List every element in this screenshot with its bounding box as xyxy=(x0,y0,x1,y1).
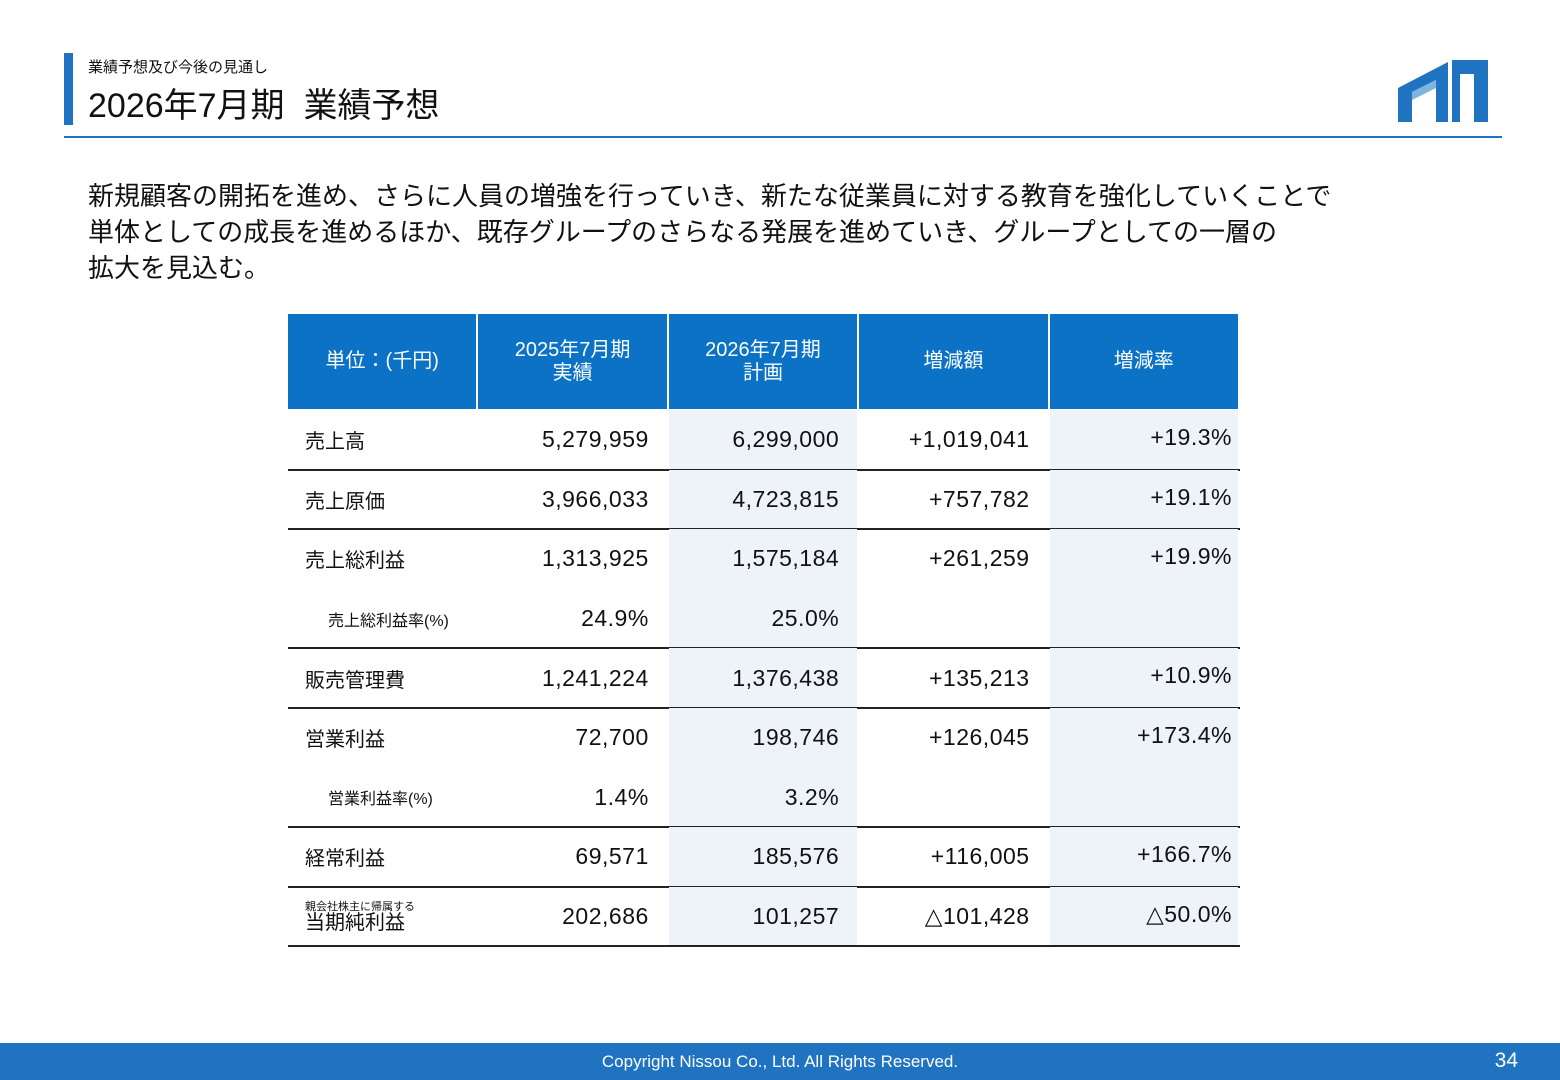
row-label-text: 営業利益 xyxy=(305,729,385,752)
value-cell: 1,241,224 xyxy=(541,664,649,691)
value-cell: 5,279,959 xyxy=(541,426,649,453)
row-note: 親会社株主に帰属する xyxy=(305,900,415,913)
header-text: 計画 xyxy=(742,361,783,384)
accent-bar xyxy=(64,53,73,125)
value-cell: 1,313,925 xyxy=(541,545,649,572)
value-cell: 3,966,033 xyxy=(541,485,649,512)
header-text: 実績 xyxy=(552,361,593,384)
row-label-text: 経常利益 xyxy=(305,848,385,871)
row-label-text: 当期純利益 xyxy=(305,911,405,934)
row-label: 親会社株主に帰属する 当期純利益 xyxy=(288,887,478,947)
value-cell: 198,746 xyxy=(668,708,858,768)
footer: Copyright Nissou Co., Ltd. All Rights Re… xyxy=(0,1043,1560,1080)
row-label: 売上総利益 xyxy=(288,529,478,589)
logo xyxy=(1398,60,1488,122)
row-label: 売上高 xyxy=(288,410,478,470)
value-cell: +19.9% xyxy=(1049,529,1238,589)
value-cell: +173.4% xyxy=(1049,708,1238,768)
value-cell: 6,299,000 xyxy=(668,410,858,470)
empty-cell xyxy=(859,589,1047,649)
empty-cell xyxy=(1049,767,1238,828)
value-cell: 1,575,184 xyxy=(668,529,858,589)
row-label-text: 売上総利益 xyxy=(305,550,405,573)
body-line: 新規顧客の開拓を進め、さらに人員の増強を行っていき、新たな従業員に対する教育を強… xyxy=(88,181,1332,211)
row-label: 経常利益 xyxy=(288,827,478,887)
header-text: 2025年7月期 xyxy=(514,338,631,361)
row-label-text: 売上総利益率(%) xyxy=(328,612,449,630)
value-cell: 24.9% xyxy=(581,605,649,632)
value-cell: 185,576 xyxy=(668,827,858,887)
row-label: 営業利益率(%) xyxy=(288,768,478,828)
subtitle: 業績予想及び今後の見通し xyxy=(88,59,269,76)
row-label-text: 売上原価 xyxy=(305,490,385,513)
row-label: 売上原価 xyxy=(288,470,478,530)
body-line: 拡大を見込む。 xyxy=(88,253,271,283)
row-label: 営業利益 xyxy=(288,708,478,768)
header-cell: 増減率 xyxy=(1049,314,1238,409)
empty-cell xyxy=(859,768,1047,828)
value-cell: △50.0% xyxy=(1049,886,1238,947)
body-text: 新規顧客の開拓を進め、さらに人員の増強を行っていき、新たな従業員に対する教育を強… xyxy=(88,178,1331,286)
row-label-text: 販売管理費 xyxy=(305,669,405,692)
row-label-text: 営業利益率(%) xyxy=(328,791,433,809)
value-cell: 3.2% xyxy=(668,767,858,828)
header-rule xyxy=(64,136,1502,138)
page-number: 34 xyxy=(1494,1049,1518,1072)
value-cell: 4,723,815 xyxy=(668,469,858,530)
value-cell: 101,257 xyxy=(668,886,858,947)
row-label-text: 売上高 xyxy=(305,431,365,454)
row-label: 売上総利益率(%) xyxy=(288,589,478,649)
value-cell: 69,571 xyxy=(575,843,649,870)
row-label: 販売管理費 xyxy=(288,648,478,708)
value-cell: 72,700 xyxy=(575,724,649,751)
header-text: 増減率 xyxy=(1113,350,1174,372)
header-text: 増減額 xyxy=(923,350,984,372)
value-cell: +19.1% xyxy=(1049,469,1238,530)
header-cell: 2026年7月期 計画 xyxy=(668,314,858,409)
header-cell: 増減額 xyxy=(859,314,1048,409)
value-cell: 25.0% xyxy=(668,588,858,649)
value-cell: +757,782 xyxy=(929,485,1030,512)
copyright: Copyright Nissou Co., Ltd. All Rights Re… xyxy=(601,1052,959,1071)
value-cell: +126,045 xyxy=(929,724,1030,751)
empty-cell xyxy=(1049,588,1238,649)
body-line: 単体としての成長を進めるほか、既存グループのさらなる発展を進めていき、グループと… xyxy=(88,217,1277,247)
value-cell: +19.3% xyxy=(1049,410,1238,470)
value-cell: +166.7% xyxy=(1049,827,1238,887)
value-cell: +1,019,041 xyxy=(908,426,1030,453)
value-cell: +135,213 xyxy=(929,664,1030,691)
header-cell: 単位：(千円) xyxy=(288,314,477,409)
value-cell: 1,376,438 xyxy=(668,648,858,708)
header-cell: 2025年7月期 実績 xyxy=(478,314,667,409)
value-cell: +261,259 xyxy=(929,545,1030,572)
row-line xyxy=(288,945,1240,948)
value-cell: 202,686 xyxy=(562,903,649,930)
value-cell: 1.4% xyxy=(594,783,649,810)
value-cell: +116,005 xyxy=(930,843,1030,870)
value-cell: +10.9% xyxy=(1049,648,1238,708)
value-cell: △101,428 xyxy=(924,903,1030,930)
header-text: 2026年7月期 xyxy=(705,338,821,361)
title: 2026年7月期 業績予想 xyxy=(88,87,440,125)
header-text: 単位：(千円) xyxy=(325,350,439,372)
